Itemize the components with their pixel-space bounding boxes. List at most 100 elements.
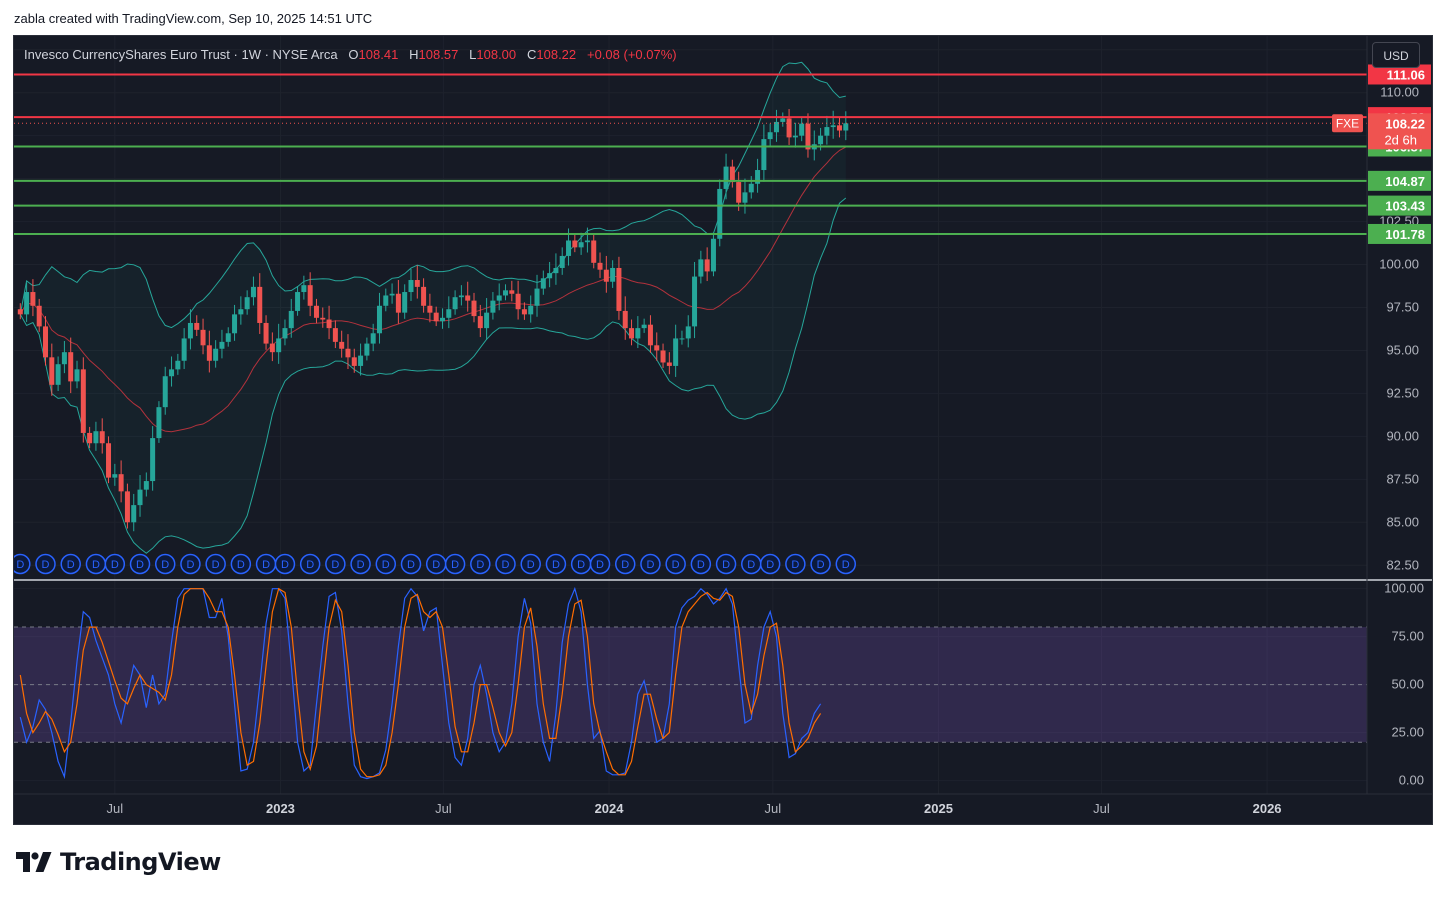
- time-axis: Jul 2023 Jul 2024 Jul 2025 Jul 2026: [107, 801, 1282, 816]
- price-tick-label: 90.00: [1386, 428, 1419, 443]
- candle-body: [414, 280, 420, 287]
- dividend-circle: [690, 553, 712, 575]
- level-label-bg: [1368, 223, 1431, 244]
- candle-body: [748, 183, 754, 193]
- candle-body: [496, 295, 502, 301]
- candle-body: [17, 309, 23, 315]
- candle: [238, 296, 244, 325]
- candle-body: [320, 317, 326, 320]
- dividend-circle: [665, 553, 686, 575]
- dividend-label: D: [161, 559, 169, 571]
- candle-body: [213, 348, 219, 361]
- candle-body: [99, 431, 105, 444]
- dividend-marker: D: [835, 553, 857, 575]
- dividend-marker: D: [14, 553, 31, 575]
- candle: [742, 178, 748, 214]
- candle-body: [358, 355, 364, 366]
- candle: [137, 475, 143, 517]
- level-price-label: 104.87: [1368, 170, 1431, 191]
- dividend-circle: [520, 553, 541, 575]
- dividend-circle: [129, 553, 151, 575]
- candle: [761, 124, 767, 182]
- candle: [263, 315, 269, 350]
- dividend-label: D: [16, 559, 24, 571]
- dividend-marker: D: [85, 553, 107, 575]
- candle: [320, 307, 326, 328]
- stochastic-tick-label: 100.00: [1384, 581, 1424, 596]
- candle: [339, 330, 345, 358]
- candle-body: [124, 491, 130, 523]
- dividend-marker: D: [589, 553, 611, 575]
- dividend-label: D: [476, 559, 484, 571]
- dividend-marker: D: [665, 553, 686, 575]
- dividend-circle: [14, 553, 31, 575]
- dividend-marker: D: [154, 553, 176, 575]
- candle-body: [427, 305, 433, 313]
- dividend-marker: D: [205, 553, 226, 575]
- candle-body: [679, 338, 685, 340]
- candle-body: [137, 489, 143, 506]
- legend-high-value: 108.57: [418, 47, 459, 62]
- currency-button[interactable]: USD: [1372, 42, 1420, 68]
- candle-body: [439, 317, 445, 322]
- candle-body: [692, 276, 698, 327]
- dividend-label: D: [722, 559, 730, 571]
- candle: [194, 315, 200, 337]
- dividend-marker: D: [129, 553, 151, 575]
- candle: [276, 323, 282, 364]
- candle-body: [24, 292, 30, 315]
- candle-body: [181, 338, 187, 361]
- dividend-label: D: [672, 559, 680, 571]
- candle: [313, 298, 319, 324]
- dividend-circle: [495, 553, 516, 575]
- candle-body: [698, 259, 704, 277]
- candle-body: [597, 262, 603, 270]
- candle: [99, 418, 105, 454]
- time-tick-label: 2024: [595, 801, 625, 816]
- dividend-label: D: [791, 559, 799, 571]
- price-tick-label: 97.50: [1386, 300, 1419, 315]
- legend-low-value: 108.00: [476, 47, 517, 62]
- candle-body: [767, 132, 773, 140]
- candle-body: [824, 127, 830, 136]
- chart-frame[interactable]: D D D D D D D D D D D D D D D D D D D D D D D D D D D D D D D D D D D 82.50…: [13, 35, 1433, 825]
- candle-body: [93, 431, 99, 444]
- candle: [30, 279, 36, 317]
- dividend-marker: D: [640, 553, 661, 575]
- dividend-marker: D: [495, 553, 516, 575]
- candle-body: [830, 125, 836, 128]
- price-tick-label: 95.00: [1386, 342, 1419, 357]
- candle-body: [786, 118, 792, 138]
- candle: [780, 112, 786, 127]
- level-label-text: 111.06: [1387, 67, 1425, 82]
- candle: [616, 256, 622, 320]
- dividend-marker: D: [60, 553, 81, 575]
- stochastic-axis: 0.00 25.00 50.00 75.00 100.00: [1384, 581, 1424, 788]
- candle-body: [402, 292, 408, 313]
- candle-body: [131, 505, 137, 523]
- candle: [68, 337, 74, 394]
- legend-open-label: O: [348, 47, 359, 62]
- grid-lines: [14, 36, 1367, 794]
- candle-body: [87, 432, 93, 444]
- candle-body: [622, 310, 628, 329]
- dividend-marker: D: [255, 553, 277, 575]
- tradingview-logo[interactable]: TradingView: [16, 846, 221, 878]
- dividend-marker: D: [520, 553, 541, 575]
- legend-symbol[interactable]: Invesco CurrencyShares Euro Trust · 1W ·…: [24, 47, 338, 62]
- candle: [591, 233, 597, 269]
- dividend-marker: D: [400, 553, 422, 575]
- dividend-marker: D: [425, 553, 447, 575]
- dividend-marker: D: [104, 553, 126, 575]
- candle: [773, 109, 779, 142]
- candle-body: [673, 338, 679, 366]
- candle: [74, 360, 80, 389]
- stochastic-tick-label: 0.00: [1399, 773, 1424, 788]
- dividend-marker: D: [274, 553, 296, 575]
- chart-canvas[interactable]: D D D D D D D D D D D D D D D D D D D D D D D D D D D D D D D D D D D 82.50…: [14, 36, 1432, 824]
- candle-body: [805, 123, 811, 150]
- candle-body: [755, 170, 761, 184]
- candle: [232, 304, 238, 341]
- candle: [351, 348, 357, 373]
- candle-body: [250, 286, 256, 298]
